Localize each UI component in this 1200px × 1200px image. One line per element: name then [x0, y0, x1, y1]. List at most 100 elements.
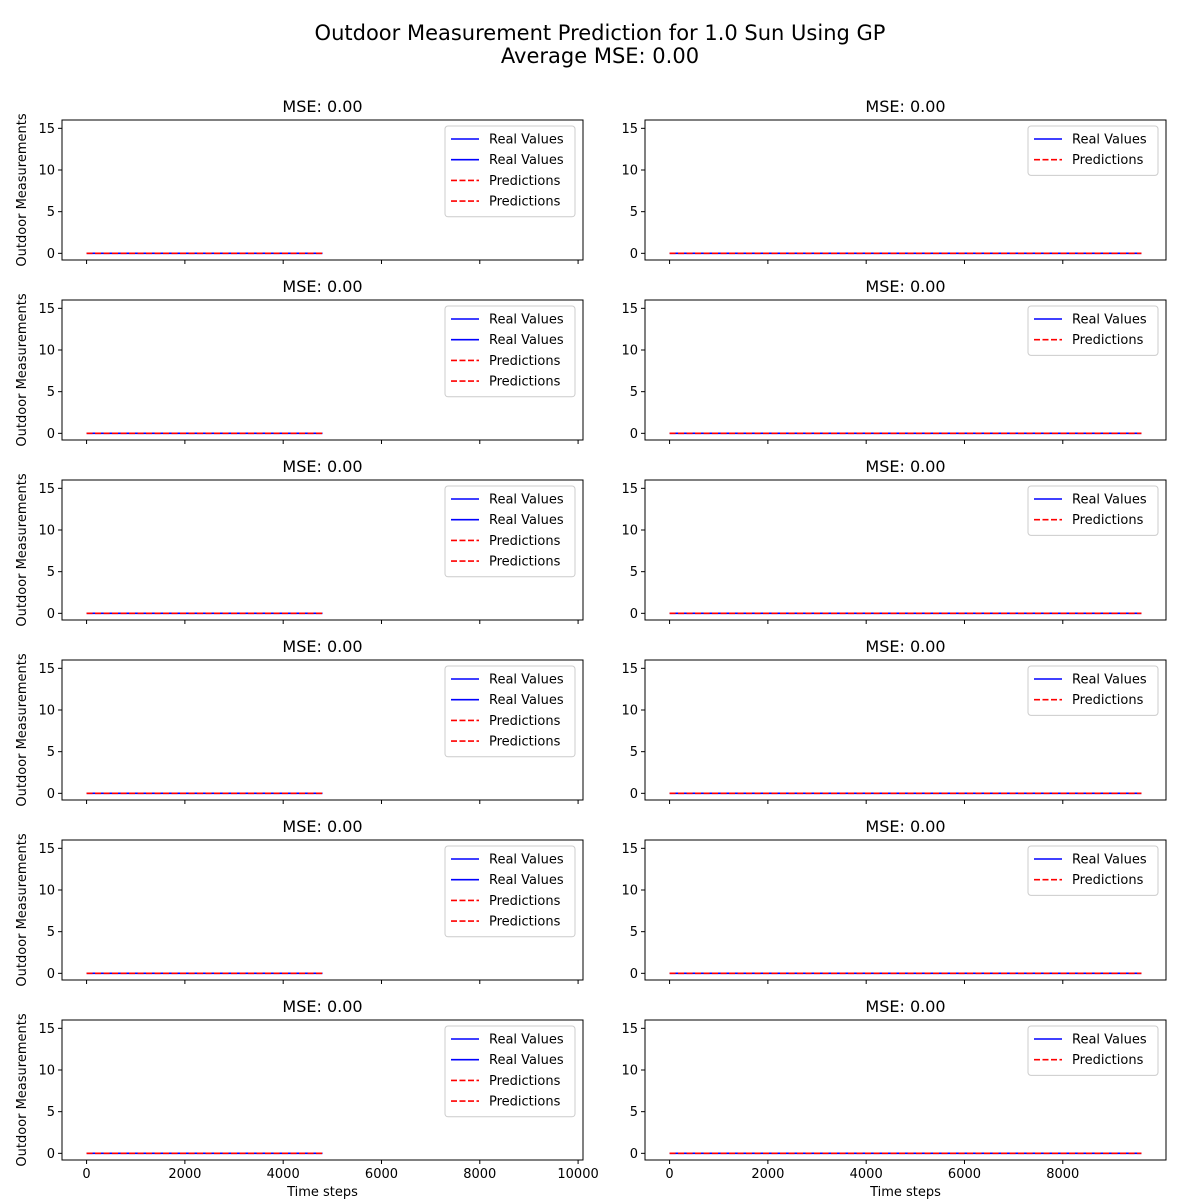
y-tick-label: 0 — [47, 607, 55, 622]
legend-box — [444, 125, 576, 218]
legend-entry: Predictions — [489, 1074, 561, 1089]
y-tick-label: 15 — [38, 302, 55, 317]
legend-entry: Predictions — [489, 534, 561, 549]
legend-box — [444, 485, 576, 578]
y-tick-label: 5 — [47, 1105, 55, 1120]
subplot-title: MSE: 0.00 — [282, 457, 362, 476]
legend: Real Values Real Values Predictions Predict… — [444, 665, 576, 758]
y-axis-label: Outdoor Measurements — [15, 833, 30, 986]
legend-entry: Real Values — [489, 1053, 564, 1068]
x-tick-label: 2000 — [751, 1167, 784, 1182]
y-axis-label: Outdoor Measurements — [15, 293, 30, 446]
y-tick-label: 15 — [38, 122, 55, 137]
legend-entry: Predictions — [1072, 153, 1144, 168]
x-tick-label: 4000 — [850, 1167, 883, 1182]
subplot-title: MSE: 0.00 — [282, 997, 362, 1016]
y-axis-label: Outdoor Measurements — [15, 113, 30, 266]
legend-entry: Real Values — [489, 873, 564, 888]
subplot-title: MSE: 0.00 — [865, 457, 945, 476]
y-tick-label: 10 — [621, 884, 638, 899]
legend-entry: Real Values — [1072, 673, 1147, 688]
figure-subtitle: Average MSE: 0.00 — [501, 44, 699, 68]
axes-frame — [61, 479, 584, 621]
y-axis-label: Outdoor Measurements — [15, 653, 30, 806]
legend-box — [444, 305, 576, 398]
legend-entry: Predictions — [489, 1095, 561, 1110]
subplot-6-1: MSE: 0.00 0 5 10 15 0 2000 4000 6000 8000 10000 Out… — [15, 997, 599, 1200]
y-tick-label: 10 — [38, 704, 55, 719]
x-tick-label: 0 — [82, 1167, 90, 1182]
legend-entry: Real Values — [489, 133, 564, 148]
x-axis-label: Time steps — [869, 1185, 941, 1200]
legend-entry: Real Values — [1072, 133, 1147, 148]
legend-box — [444, 845, 576, 938]
legend-entry: Predictions — [1072, 693, 1144, 708]
legend-entry: Real Values — [489, 333, 564, 348]
legend-entry: Real Values — [1072, 1033, 1147, 1048]
legend-entry: Real Values — [489, 693, 564, 708]
y-tick-label: 10 — [38, 884, 55, 899]
axes-frame — [61, 839, 584, 981]
axes-frame — [644, 839, 1167, 981]
subplot-6-2: MSE: 0.00 0 5 10 15 0 2000 4000 6000 8000 Time ste… — [621, 997, 1167, 1200]
y-tick-label: 10 — [621, 164, 638, 179]
y-tick-label: 0 — [47, 1147, 55, 1162]
y-tick-label: 0 — [47, 427, 55, 442]
y-tick-label: 15 — [38, 482, 55, 497]
subplot-title: MSE: 0.00 — [865, 637, 945, 656]
axes-frame — [61, 119, 584, 261]
legend-box — [444, 1025, 576, 1118]
y-tick-label: 5 — [630, 1105, 638, 1120]
axes-frame — [61, 659, 584, 801]
y-tick-label: 10 — [38, 344, 55, 359]
subplot-title: MSE: 0.00 — [865, 997, 945, 1016]
y-tick-label: 5 — [630, 925, 638, 940]
subplot-title: MSE: 0.00 — [282, 637, 362, 656]
legend-entry: Predictions — [489, 714, 561, 729]
y-tick-label: 0 — [47, 247, 55, 262]
legend: Real Values Predictions — [1027, 305, 1159, 356]
axes-frame — [61, 1019, 584, 1161]
y-tick-label: 5 — [47, 205, 55, 220]
legend-entry: Real Values — [489, 853, 564, 868]
y-tick-label: 5 — [630, 385, 638, 400]
legend-entry: Predictions — [489, 354, 561, 369]
subplot-2-2: MSE: 0.00 0 5 10 15 Real Values Predictions — [621, 277, 1167, 444]
y-tick-label: 15 — [621, 1022, 638, 1037]
subplot-2-1: MSE: 0.00 0 5 10 15 Outdoor Measurements Real … — [15, 277, 584, 447]
legend-entry: Real Values — [489, 673, 564, 688]
subplot-title: MSE: 0.00 — [282, 97, 362, 116]
y-tick-label: 0 — [630, 427, 638, 442]
legend-entry: Predictions — [489, 735, 561, 750]
subplot-1-2: MSE: 0.00 0 5 10 15 Real Values Predictions — [621, 97, 1167, 264]
y-tick-label: 5 — [47, 925, 55, 940]
legend-entry: Predictions — [489, 174, 561, 189]
y-tick-label: 15 — [621, 122, 638, 137]
subplot-3-2: MSE: 0.00 0 5 10 15 Real Values Predictions — [621, 457, 1167, 624]
y-tick-label: 0 — [630, 1147, 638, 1162]
subplot-3-1: MSE: 0.00 0 5 10 15 Outdoor Measurements Real … — [15, 457, 584, 627]
y-axis-label: Outdoor Measurements — [15, 1013, 30, 1166]
legend-entry: Real Values — [1072, 853, 1147, 868]
y-tick-label: 10 — [38, 164, 55, 179]
legend: Real Values Predictions — [1027, 1025, 1159, 1076]
subplot-4-1: MSE: 0.00 0 5 10 15 Outdoor Measurements Real … — [15, 637, 584, 807]
legend-entry: Predictions — [1072, 1053, 1144, 1068]
legend: Real Values Real Values Predictions Predict… — [444, 305, 576, 398]
y-tick-label: 5 — [630, 565, 638, 580]
axes-frame — [644, 299, 1167, 441]
subplot-title: MSE: 0.00 — [282, 817, 362, 836]
x-tick-label: 8000 — [463, 1167, 496, 1182]
x-tick-label: 10000 — [557, 1167, 598, 1182]
legend-entry: Real Values — [1072, 493, 1147, 508]
y-tick-label: 15 — [621, 662, 638, 677]
legend: Real Values Predictions — [1027, 845, 1159, 896]
y-tick-label: 5 — [47, 565, 55, 580]
legend-entry: Predictions — [489, 375, 561, 390]
subplot-title: MSE: 0.00 — [865, 817, 945, 836]
legend-entry: Predictions — [1072, 333, 1144, 348]
y-tick-label: 15 — [621, 482, 638, 497]
y-tick-label: 10 — [621, 344, 638, 359]
y-tick-label: 10 — [38, 1064, 55, 1079]
